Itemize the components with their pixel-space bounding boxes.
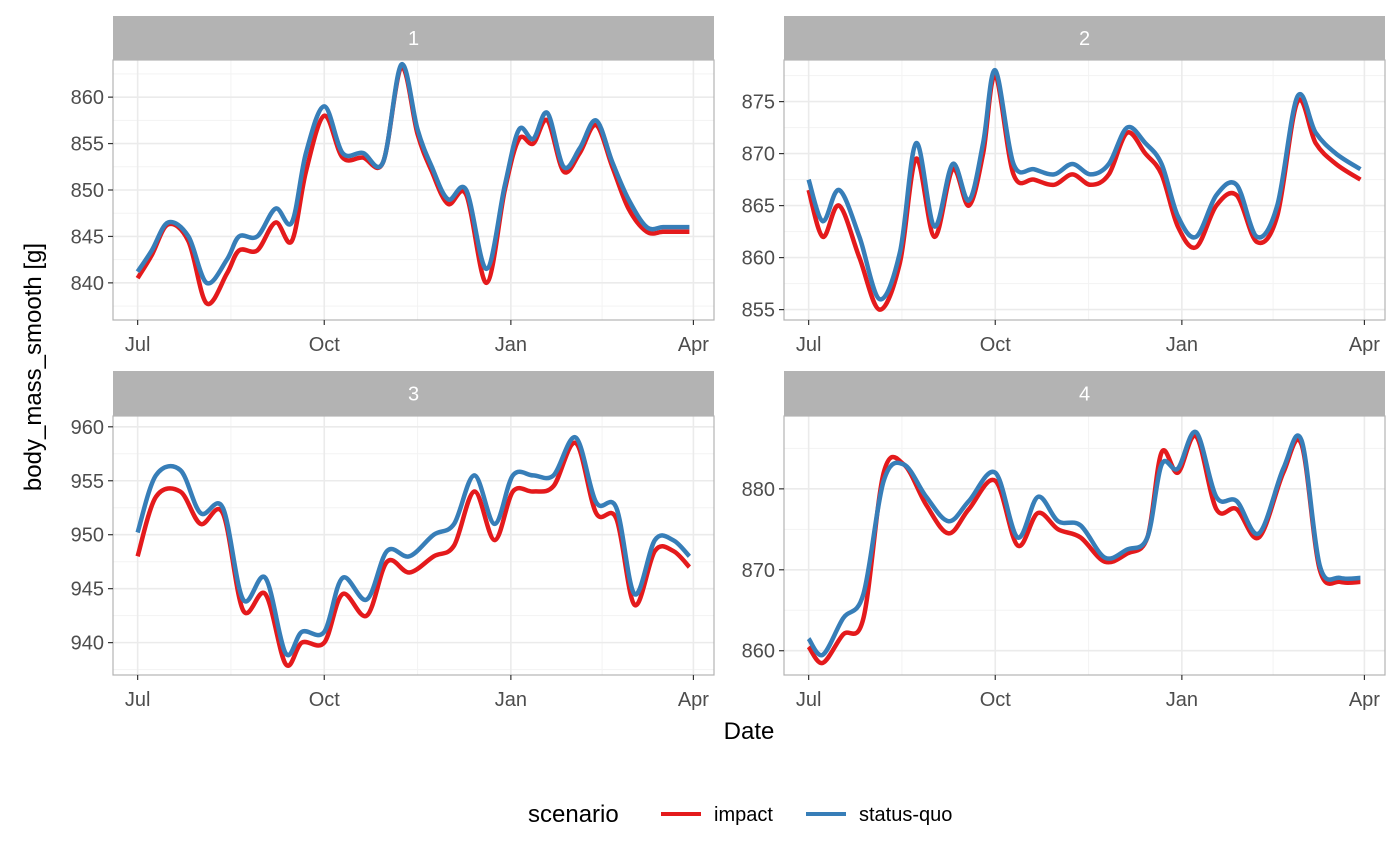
- x-tick-label: Jul: [125, 334, 151, 356]
- plot-background: [113, 416, 714, 675]
- x-tick-label: Jul: [125, 689, 151, 711]
- y-tick-label: 860: [71, 87, 104, 109]
- x-tick-label: Oct: [309, 689, 341, 711]
- facet-strip-label: 2: [1079, 28, 1090, 50]
- panel-2: 2 855 860 865 870 875 Jul Oct Jan Apr: [742, 16, 1386, 356]
- legend-label-status-quo: status-quo: [859, 804, 952, 826]
- x-tick-label: Apr: [1349, 334, 1380, 356]
- legend-title: scenario: [528, 801, 619, 828]
- y-tick-label: 870: [742, 560, 775, 582]
- x-tick-label: Jan: [1166, 689, 1198, 711]
- panel-border: [783, 415, 1386, 676]
- y-tick-label: 960: [71, 417, 104, 439]
- x-tick-label: Jul: [796, 689, 822, 711]
- panel-3: 3 940 945 950 955 960 Jul Oct Jan Apr: [71, 371, 715, 711]
- x-tick-label: Jan: [495, 689, 527, 711]
- x-tick-label: Oct: [980, 689, 1012, 711]
- series-line-status-quo: [806, 68, 1362, 302]
- series-line-status-quo: [806, 429, 1361, 658]
- gridlines: [113, 416, 714, 675]
- panel-1: 1 840 845 850 855 860 Jul Oct Jan Apr: [71, 16, 715, 356]
- y-tick-label: 855: [742, 300, 775, 322]
- facet-strip-4: [784, 371, 1385, 416]
- series-line-status-quo: [135, 62, 690, 286]
- y-tick-label: 870: [742, 144, 775, 166]
- legend-label-impact: impact: [714, 804, 773, 826]
- gridlines: [113, 60, 714, 320]
- facet-strip-3: [113, 371, 714, 416]
- y-tick-label: 945: [71, 579, 104, 601]
- gridlines: [784, 416, 1385, 675]
- series-line-status-quo: [135, 435, 692, 658]
- y-tick-label: 845: [71, 226, 104, 248]
- y-tick-label: 950: [71, 525, 104, 547]
- x-tick-label: Apr: [678, 689, 709, 711]
- x-tick-label: Apr: [678, 334, 709, 356]
- y-tick-label: 940: [71, 633, 104, 655]
- x-axis-title: Date: [724, 718, 775, 745]
- panel-border: [783, 59, 1386, 321]
- facet-strip-label: 4: [1079, 384, 1090, 406]
- y-tick-label: 840: [71, 273, 104, 295]
- x-tick-label: Jul: [796, 334, 822, 356]
- y-tick-label: 875: [742, 92, 775, 114]
- y-tick-label: 850: [71, 180, 104, 202]
- y-tick-label: 865: [742, 196, 775, 218]
- y-tick-label: 955: [71, 471, 104, 493]
- panel-border: [112, 415, 715, 676]
- facet-strip-2: [784, 16, 1385, 60]
- x-tick-label: Apr: [1349, 689, 1380, 711]
- x-tick-label: Jan: [495, 334, 527, 356]
- facet-strip-label: 1: [408, 28, 419, 50]
- facet-strip-1: [113, 16, 714, 60]
- panel-4: 4 860 870 880 Jul Oct Jan Apr: [742, 371, 1386, 711]
- y-tick-label: 860: [742, 248, 775, 270]
- y-tick-label: 880: [742, 479, 775, 501]
- x-tick-label: Jan: [1166, 334, 1198, 356]
- x-tick-label: Oct: [309, 334, 341, 356]
- facet-panels: 1 840 845 850 855 860 Jul Oct Jan Apr 2 855 860 865 87…: [71, 16, 1386, 711]
- plot-background: [784, 60, 1385, 320]
- facet-strip-label: 3: [408, 384, 419, 406]
- y-tick-label: 860: [742, 641, 775, 663]
- x-tick-label: Oct: [980, 334, 1012, 356]
- legend: scenario impact status-quo: [528, 801, 952, 828]
- y-axis-title: body_mass_smooth [g]: [20, 243, 47, 491]
- y-tick-label: 855: [71, 134, 104, 156]
